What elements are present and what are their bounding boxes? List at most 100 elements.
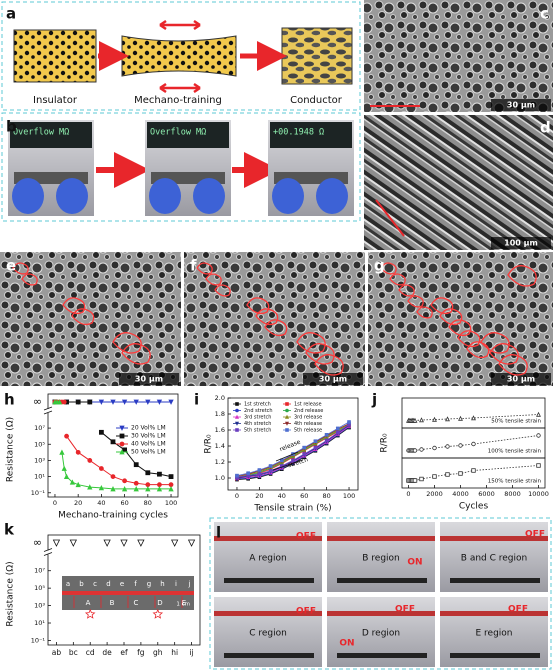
led-strip xyxy=(327,611,435,616)
axis-break xyxy=(45,409,51,413)
multimeter-reading: +00.1948 Ω xyxy=(273,128,324,138)
marker xyxy=(432,416,437,422)
marker xyxy=(336,430,340,435)
marker xyxy=(69,539,77,547)
x-tick-label: 80 xyxy=(144,499,152,507)
y-tick-label: 10⁷ xyxy=(34,567,45,575)
marker xyxy=(445,444,450,449)
marker xyxy=(145,470,151,476)
conductor-strip xyxy=(337,653,427,658)
y-tick-label: 10³ xyxy=(34,602,45,610)
sem-image xyxy=(364,115,553,250)
legend-label: 2nd stretch xyxy=(244,408,273,414)
outline xyxy=(264,319,288,337)
marker xyxy=(61,465,67,471)
led-strip xyxy=(440,611,548,616)
annotation-arrow xyxy=(275,451,299,462)
legend-label: 3rd release xyxy=(294,415,322,421)
scale-bar-label: 30 μm xyxy=(507,375,535,384)
marker xyxy=(87,458,93,463)
outline xyxy=(430,297,454,315)
annotation-arrow xyxy=(272,459,304,471)
outline xyxy=(71,308,95,326)
x-tick-label: de xyxy=(102,648,112,657)
outline xyxy=(480,332,510,354)
panel-label: c xyxy=(540,5,549,23)
legend-label: 1st release xyxy=(294,402,322,408)
legend-label: 50 Vol% LM xyxy=(131,449,166,456)
marker xyxy=(122,447,128,453)
glove xyxy=(193,178,225,214)
x-tick-label: 4000 xyxy=(452,490,469,498)
marker xyxy=(445,472,450,477)
marker xyxy=(87,484,93,490)
y-tick-label: 10⁻¹ xyxy=(31,489,46,497)
x-tick-label: ij xyxy=(189,648,193,657)
led-strip xyxy=(214,536,322,541)
marker xyxy=(291,458,295,463)
marker xyxy=(313,445,318,450)
conductor-strip xyxy=(450,653,540,658)
multimeter-screen xyxy=(270,122,352,148)
stage-label: Conductor xyxy=(290,95,343,106)
x-axis-label: Mechano-training cycles xyxy=(58,511,168,521)
inset-strip xyxy=(62,591,194,595)
marker xyxy=(536,433,541,438)
x-tick-label: hi xyxy=(171,648,178,657)
y-tick-label: 10⁷ xyxy=(34,424,45,432)
overflow-label: ∞ xyxy=(33,536,42,549)
marker xyxy=(119,425,125,431)
region-label: A region xyxy=(249,554,286,564)
marker xyxy=(235,473,239,478)
marker xyxy=(419,447,424,452)
region-label: E region xyxy=(475,629,512,639)
marker xyxy=(419,417,424,423)
outline xyxy=(407,295,424,308)
axis-break xyxy=(45,550,51,555)
marker xyxy=(87,399,93,405)
outline xyxy=(62,297,86,315)
outline xyxy=(489,343,519,365)
marker xyxy=(103,539,111,547)
marker xyxy=(412,478,418,483)
outline xyxy=(439,308,463,326)
x-tick-label: gh xyxy=(153,648,163,657)
x-tick-label: 20 xyxy=(74,499,82,507)
panel-label: l xyxy=(216,524,221,542)
outline xyxy=(12,262,29,275)
scale-bar-label: 30 μm xyxy=(319,375,347,384)
marker xyxy=(284,421,290,426)
inset-point: b xyxy=(79,580,84,588)
marker xyxy=(432,445,437,451)
marker xyxy=(412,417,418,423)
marker xyxy=(246,471,250,475)
panel-label: e xyxy=(6,257,16,275)
led-state: OFF xyxy=(296,532,316,542)
y-axis-label: R/R₀ xyxy=(204,434,214,454)
y-axis-label: Resistance (Ω) xyxy=(6,561,16,626)
panel-label: i xyxy=(194,391,199,409)
conductor-strip xyxy=(450,578,540,583)
inset-point: j xyxy=(188,580,191,588)
marker xyxy=(284,414,290,419)
marker xyxy=(133,399,139,405)
led-state: ON xyxy=(407,558,422,568)
marker xyxy=(119,433,125,439)
marker xyxy=(110,474,116,480)
legend-label: 5th release xyxy=(294,428,322,434)
marker xyxy=(168,486,174,492)
marker xyxy=(471,468,476,473)
inset-point: c xyxy=(93,580,97,588)
glove xyxy=(316,178,348,214)
series-line xyxy=(66,435,172,486)
inset-point: i xyxy=(175,580,177,588)
x-axis-label: Tensile strain (%) xyxy=(253,504,331,514)
legend-label: 1st stretch xyxy=(244,402,271,408)
glove xyxy=(12,178,44,214)
inset-point: h xyxy=(160,580,164,588)
conductor-strip xyxy=(337,578,427,583)
scale-box xyxy=(491,99,551,111)
panel-label: g xyxy=(374,257,385,275)
y-tick-label: 10⁵ xyxy=(34,440,45,448)
region-label: C region xyxy=(249,629,287,639)
